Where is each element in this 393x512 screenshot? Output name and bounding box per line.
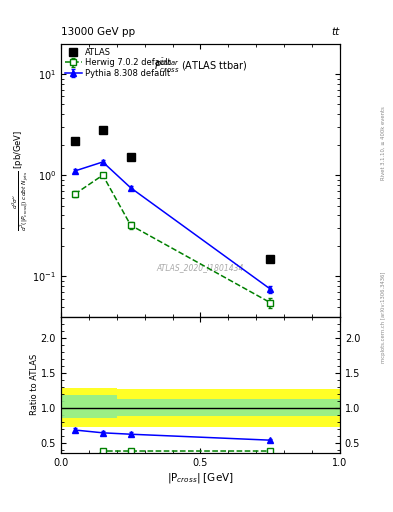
Text: Rivet 3.1.10, ≥ 400k events: Rivet 3.1.10, ≥ 400k events bbox=[381, 106, 386, 180]
Y-axis label: Ratio to ATLAS: Ratio to ATLAS bbox=[30, 354, 39, 415]
ATLAS bbox=[73, 137, 77, 143]
Legend: ATLAS, Herwig 7.0.2 default, Pythia 8.308 default: ATLAS, Herwig 7.0.2 default, Pythia 8.30… bbox=[63, 46, 173, 80]
X-axis label: |P$_{cross}$| [GeV]: |P$_{cross}$| [GeV] bbox=[167, 471, 234, 485]
Text: tt: tt bbox=[332, 27, 340, 37]
Text: mcplots.cern.ch [arXiv:1306.3436]: mcplots.cern.ch [arXiv:1306.3436] bbox=[381, 272, 386, 363]
ATLAS bbox=[268, 255, 273, 262]
Y-axis label: $\frac{d^2\sigma^u}{d^2(|P_{cross}|)\ cdbt\ N_{jets}}\ \mathrm{[pb/GeV]}$: $\frac{d^2\sigma^u}{d^2(|P_{cross}|)\ cd… bbox=[10, 130, 31, 230]
Text: ATLAS_2020_I1801434: ATLAS_2020_I1801434 bbox=[157, 263, 244, 272]
Line: ATLAS: ATLAS bbox=[71, 126, 274, 262]
ATLAS bbox=[101, 127, 105, 133]
Text: 13000 GeV pp: 13000 GeV pp bbox=[61, 27, 135, 37]
Text: $P^{\bar{t}tbar}_{cross}$ (ATLAS ttbar): $P^{\bar{t}tbar}_{cross}$ (ATLAS ttbar) bbox=[154, 57, 247, 75]
ATLAS bbox=[128, 154, 133, 160]
